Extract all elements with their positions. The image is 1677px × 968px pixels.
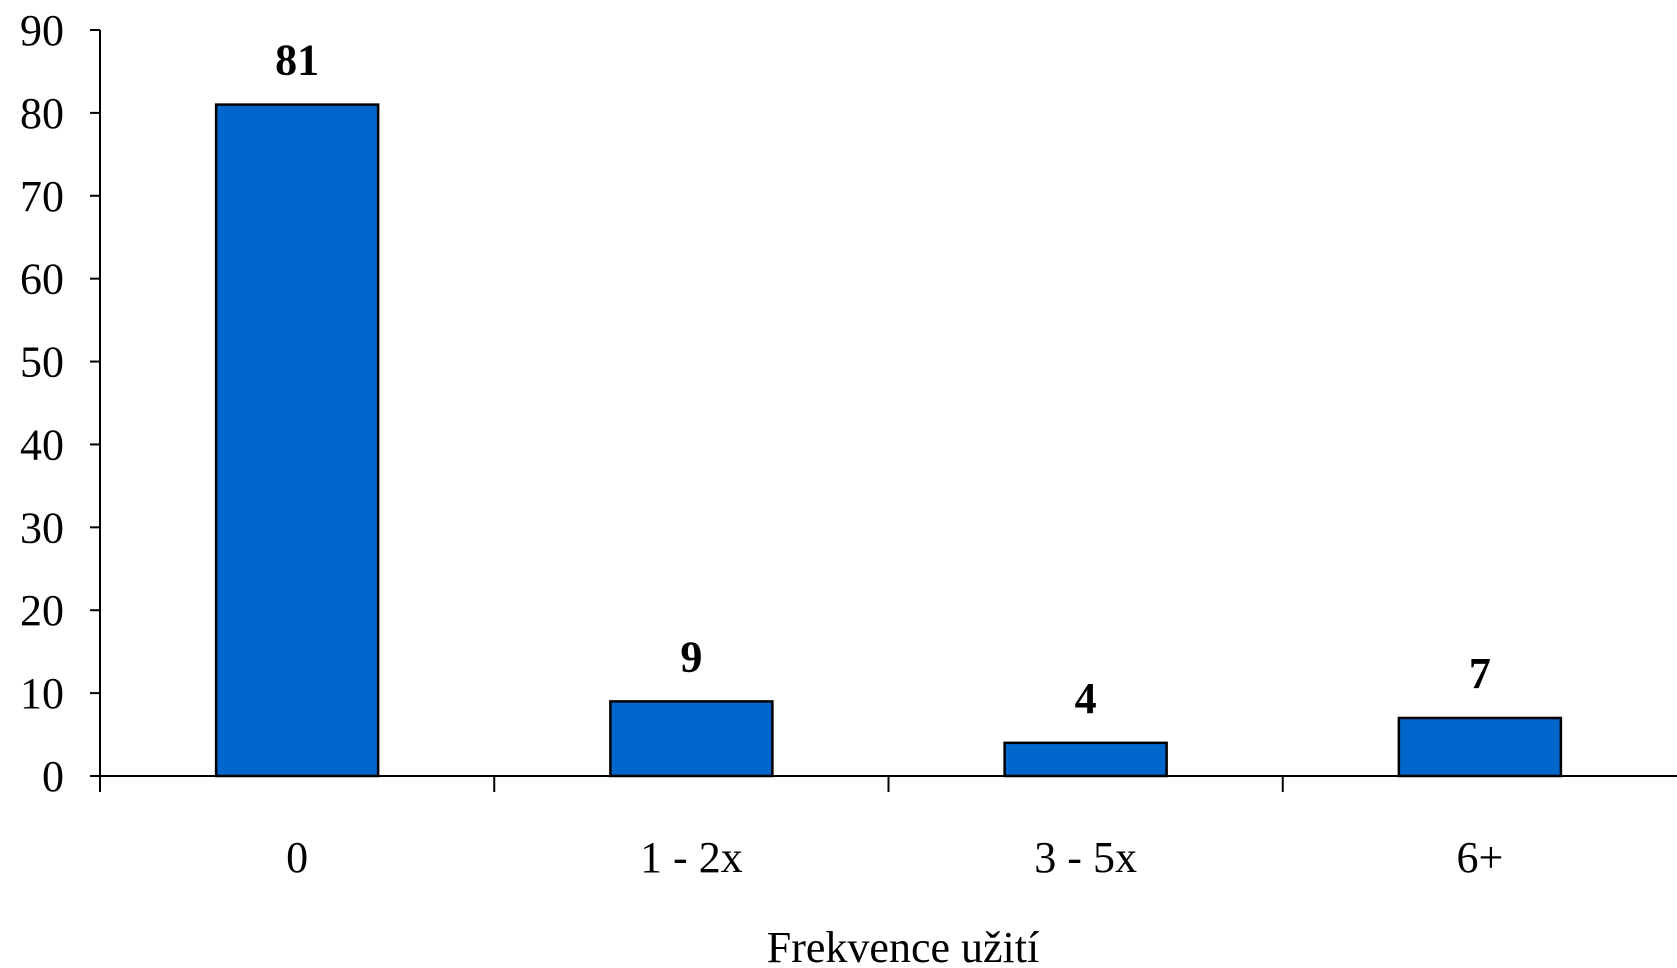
bar-2	[1003, 741, 1168, 778]
x-axis: 0 1 - 2x 3 - 5x 6+	[99, 775, 1677, 882]
y-tick-label: 40	[20, 420, 64, 469]
data-label: 4	[1075, 674, 1097, 723]
x-axis-title: Frekvence užití	[767, 923, 1039, 968]
y-tick-label: 50	[20, 338, 64, 387]
bar-3	[1397, 716, 1563, 778]
y-axis: 0 10 20 30 40 50 60 70 80 90	[20, 6, 101, 801]
y-tick-label: 10	[20, 669, 64, 718]
y-tick-label: 20	[20, 586, 64, 635]
x-tick-label: 6+	[1456, 833, 1503, 882]
bar-0	[214, 103, 380, 778]
y-tick-label: 30	[20, 503, 64, 552]
bar-1	[609, 700, 774, 778]
data-labels: 81 9 4 7	[275, 36, 1491, 723]
x-tick-label: 0	[286, 833, 308, 882]
y-tick-label: 80	[20, 89, 64, 138]
y-tick-label: 70	[20, 172, 64, 221]
x-tick-label: 1 - 2x	[640, 833, 743, 882]
y-tick-label: 0	[42, 752, 64, 801]
data-label: 7	[1469, 649, 1491, 698]
bars	[214, 103, 1563, 778]
y-tick-label: 60	[20, 255, 64, 304]
x-tick-label: 3 - 5x	[1034, 833, 1137, 882]
data-label: 81	[275, 36, 319, 85]
data-label: 9	[680, 632, 702, 681]
y-tick-label: 90	[20, 6, 64, 55]
